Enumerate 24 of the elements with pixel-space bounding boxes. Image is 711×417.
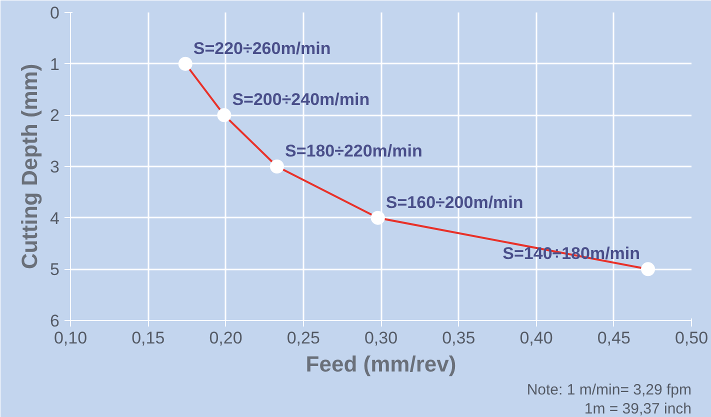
y-tick-label: 3	[50, 158, 60, 176]
text: Note: 1 m/min= 3,29 fpm	[526, 382, 692, 398]
x-tick-label: 0,50	[674, 328, 708, 348]
annotation: S=200÷240m/min	[232, 90, 370, 110]
x-tick-label: 0,35	[442, 328, 476, 348]
text: 1m = 39,37 inch	[584, 400, 692, 417]
y-tick-label: 5	[50, 260, 60, 280]
y-tick-label: 2	[50, 106, 60, 126]
annotation: S=180÷220m/min	[284, 142, 422, 160]
y-tick-label: 0	[50, 4, 60, 22]
x-tick-label: 0,15	[132, 328, 165, 348]
y-tick-label: 6	[50, 312, 60, 330]
x-tick-label: 0,10	[54, 328, 88, 348]
x-tick-label: 0,25	[286, 328, 320, 348]
annotation: S=220÷260m/min	[193, 38, 331, 58]
annotation: S=160÷200m/min	[386, 192, 524, 212]
y-axis-title: Cutting Depth (mm)	[17, 64, 42, 270]
y-tick-label: 1	[50, 54, 60, 74]
y-tick-label: 4	[50, 208, 60, 228]
x-axis-title: Feed (mm/rev)	[306, 352, 456, 376]
x-tick-label: 0,20	[209, 328, 242, 348]
x-tick-label: 0,40	[520, 328, 553, 348]
x-tick-label: 0,30	[364, 328, 398, 348]
x-tick-label: 0,45	[597, 328, 630, 348]
